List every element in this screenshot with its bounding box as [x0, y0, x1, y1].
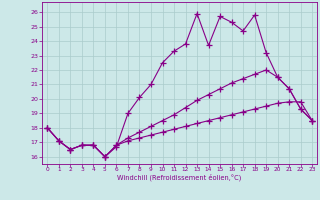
X-axis label: Windchill (Refroidissement éolien,°C): Windchill (Refroidissement éolien,°C)	[117, 174, 241, 181]
